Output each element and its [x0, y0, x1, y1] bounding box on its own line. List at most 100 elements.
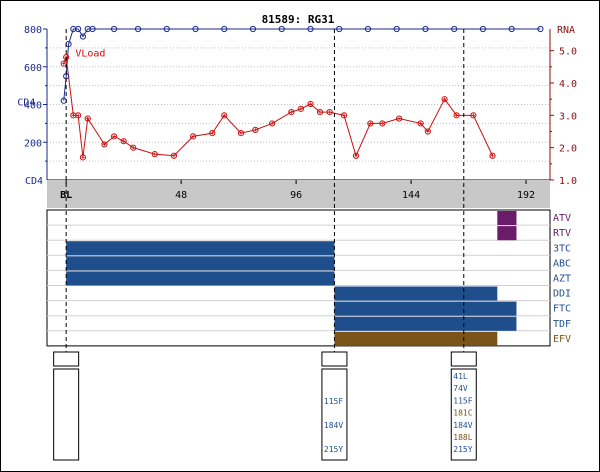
vload-point — [297, 105, 304, 112]
cd4-point — [221, 25, 228, 33]
vload-point — [441, 96, 448, 103]
vload-point — [221, 112, 228, 119]
rna-axis-label: RNA — [557, 25, 575, 36]
vload-point — [60, 60, 67, 67]
rna-tick-label: 3.0 — [559, 111, 577, 122]
vload-point — [316, 108, 324, 116]
cd4-point — [249, 25, 257, 33]
regimen-bar-ddi — [334, 286, 498, 301]
drug-label-ftc: FTC — [553, 304, 571, 315]
vload-point — [340, 112, 348, 119]
genotype-panel: 115F 184V 215Y 41L 74V 115F 181C 184V 188L 215Y — [53, 351, 477, 461]
vload-point — [237, 130, 245, 137]
mutation-label: 115F — [324, 397, 343, 406]
drug-label-rtv: RTV — [553, 228, 571, 239]
series-lines — [63, 28, 541, 158]
mutation-label: 184V — [324, 421, 343, 430]
cd4-point — [537, 25, 544, 33]
cd4-point — [163, 25, 170, 33]
genotype-body-box — [450, 368, 477, 461]
cd4-tick-label: 600 — [24, 63, 42, 74]
genotype-header-box — [53, 351, 80, 367]
cd4-point — [422, 25, 429, 33]
vload-point — [130, 144, 137, 151]
cd4-tick-label: 800 — [24, 25, 42, 36]
cd4-point — [134, 25, 142, 33]
vload-line — [63, 56, 493, 158]
genotype-header-box — [450, 351, 477, 367]
axes: 800 600 400 200 5.0 4.0 3.0 2.0 1.0 — [24, 25, 577, 187]
vload-point — [307, 100, 314, 108]
cd4-point — [336, 25, 343, 33]
chart-title: 81589: RG31 — [262, 13, 335, 26]
x-axis-band-bg — [47, 180, 550, 208]
vload-point — [269, 120, 276, 127]
cd4-point — [110, 25, 118, 33]
vload-point — [352, 152, 360, 159]
cd4-point — [192, 25, 199, 33]
cd4-point — [479, 25, 487, 33]
x-tick-label: 192 — [517, 190, 535, 201]
drug-label-azt: AZT — [553, 274, 571, 285]
vload-point — [417, 120, 424, 127]
regimen-bar-atv — [497, 211, 517, 226]
regimen-bar-3tc — [66, 241, 335, 256]
rna-tick-label: 1.0 — [559, 176, 577, 187]
vload-point — [110, 133, 118, 140]
vload-point — [396, 115, 403, 122]
drug-label-3tc: 3TC — [553, 243, 571, 254]
mutation-label: 115F — [453, 396, 472, 405]
drug-label-tdf: TDF — [553, 319, 571, 330]
cd4-label: CD4 — [17, 98, 35, 109]
series-points — [60, 25, 544, 161]
x-tick-label: 96 — [290, 190, 302, 201]
mutation-label: 181C — [453, 409, 472, 418]
cd4-line — [63, 28, 541, 101]
vload-point — [101, 141, 108, 148]
vload-point — [288, 108, 295, 116]
cd4-point — [451, 25, 458, 33]
vload-point — [79, 154, 87, 161]
cd4-axis-label: CD4 — [25, 176, 43, 187]
regimen-bar-azt — [66, 271, 335, 286]
mutation-label: 184V — [453, 421, 472, 430]
drug-label-abc: ABC — [553, 258, 571, 269]
vload-point — [367, 120, 374, 127]
mutation-label: 188L — [453, 433, 472, 442]
annotations: VLoad CD4 — [17, 48, 105, 108]
vload-point — [120, 138, 127, 145]
mutation-label: 215Y — [324, 445, 343, 454]
genotype-body-box — [321, 368, 348, 461]
cd4-point — [75, 25, 82, 33]
rna-tick-label: 2.0 — [559, 144, 577, 155]
vload-point — [326, 108, 333, 116]
cd4-point — [508, 25, 515, 33]
x-tick-label: 48 — [175, 190, 187, 201]
drug-label-ddi: DDI — [553, 289, 571, 300]
regimen-bar-tdf — [334, 316, 517, 331]
vload-point — [84, 115, 91, 122]
vload-point — [190, 133, 197, 140]
vload-point — [424, 128, 431, 135]
cd4-tick-label: 200 — [24, 138, 42, 149]
vload-point — [489, 152, 496, 159]
genotype-header-box — [321, 351, 348, 367]
regimen-bar-rtv — [497, 226, 517, 241]
x-axis-band: BL 48 96 144 192 — [47, 180, 550, 208]
vload-point — [252, 126, 259, 133]
vload-point — [470, 112, 477, 119]
regimen-bar-ftc — [334, 301, 517, 316]
vload-point — [379, 120, 386, 127]
mutation-label: 41L — [453, 372, 468, 381]
vload-point — [453, 112, 460, 119]
x-tick-label: BL — [60, 190, 72, 201]
drug-label-efv: EFV — [553, 334, 571, 345]
genotype-body-box — [53, 368, 80, 461]
x-tick-label: 144 — [402, 190, 420, 201]
regimen-panel: ATV RTV 3TC ABC AZT DDI FTC TDF EFV — [46, 209, 571, 347]
cd4-point — [89, 25, 96, 33]
rna-tick-label: 4.0 — [559, 79, 577, 90]
cd4-point — [278, 25, 285, 33]
